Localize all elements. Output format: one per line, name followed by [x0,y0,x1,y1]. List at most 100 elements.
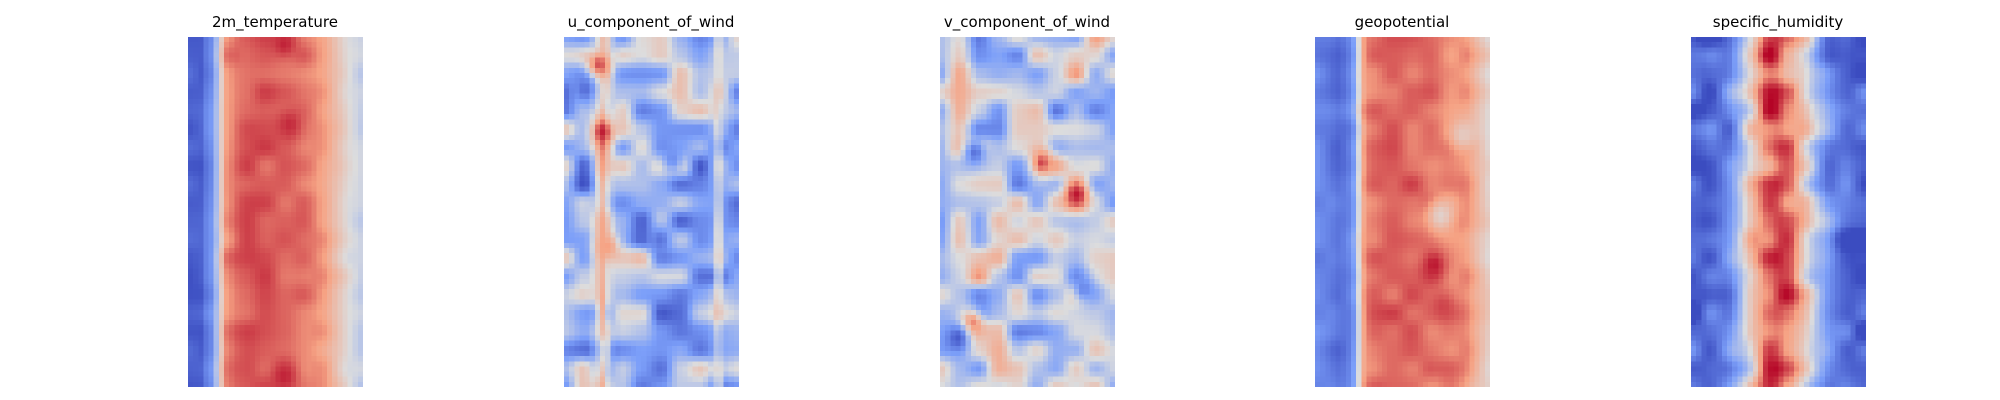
heatmap-cell [723,196,730,203]
heatmap-cell [270,119,276,125]
heatmap-cell [692,356,699,362]
heatmap-cell [677,206,683,213]
heatmap-cell [244,88,251,95]
heatmap-cell [651,62,658,69]
heatmap-cell [249,222,256,228]
heatmap-cell [316,325,323,331]
heatmap-cell [600,227,606,233]
heatmap-cell [285,366,292,372]
heatmap-cell [708,47,714,53]
heatmap-cell [234,237,240,244]
heatmap-cell [352,356,359,362]
heatmap-cell [981,37,987,43]
heatmap-cell [280,294,287,300]
heatmap-cell [610,139,616,146]
heatmap-cell [692,175,699,182]
heatmap-cell [584,309,591,316]
heatmap-cell [1104,52,1111,58]
heatmap-cell [249,73,256,79]
heatmap-cell [260,361,266,367]
heatmap-cell [605,232,611,239]
heatmap-cell [651,350,658,357]
heatmap-cell [708,186,714,192]
heatmap-cell [718,62,724,69]
heatmap-cell [718,52,724,58]
heatmap-cell [615,320,622,326]
heatmap-cell [620,263,627,270]
heatmap-cell [708,284,714,290]
heatmap-cell [666,129,673,136]
heatmap-cell [1104,37,1111,43]
heatmap-cell [239,134,246,141]
heatmap-cell [682,139,688,146]
heatmap-cell [718,217,724,223]
heatmap-cell [584,314,591,321]
heatmap-cell [702,201,709,208]
heatmap-cell [224,232,230,239]
heatmap-cell [661,248,668,254]
heatmap-cell [208,37,215,43]
heatmap-cell [244,186,251,192]
heatmap-cell [630,78,637,84]
heatmap-cell [326,62,333,69]
heatmap-cell [301,67,307,74]
heatmap-cell [198,381,204,387]
heatmap-cell [229,320,235,326]
heatmap-cell [615,155,622,161]
heatmap-cell [296,78,302,84]
heatmap-cell [579,325,585,331]
heatmap-cell [244,47,251,53]
heatmap-cell [275,165,282,172]
heatmap-cell [280,206,287,213]
heatmap-cell [234,88,240,95]
heatmap-cell [589,222,596,228]
heatmap-cell [945,83,951,89]
heatmap-cell [569,201,575,208]
heatmap-cell [697,222,704,228]
heatmap-cell [321,232,328,239]
heatmap-cell [615,206,622,213]
heatmap-cell [1001,62,1008,69]
heatmap-cell [666,160,673,167]
heatmap-cell [630,376,637,383]
heatmap-cell [203,155,209,161]
heatmap-cell [625,170,632,177]
heatmap-cell [564,88,570,95]
heatmap-cell [198,227,204,233]
heatmap-cell [265,165,271,172]
heatmap-cell [672,139,678,146]
heatmap-cell [332,181,338,187]
heatmap-cell [265,345,271,352]
heatmap-cell [301,42,307,48]
heatmap-cell [574,366,580,372]
heatmap-cell [692,381,699,387]
heatmap-cell [610,350,616,357]
heatmap-cell [728,62,735,69]
heatmap-cell [347,93,354,100]
heatmap-cell [574,196,580,203]
heatmap-cell [342,314,348,321]
heatmap-cell [347,150,354,156]
heatmap-cell [213,248,220,254]
heatmap-cell [260,371,266,378]
heatmap-cell [569,258,575,264]
heatmap-cell [584,170,591,177]
heatmap-cell [713,124,719,131]
heatmap-cell [981,67,987,74]
heatmap-cell [682,217,688,223]
heatmap-cell [610,325,616,331]
heatmap-cell [1058,67,1064,74]
heatmap-cell [316,278,323,285]
heatmap-cell [275,248,282,254]
heatmap-cell [296,160,302,167]
heatmap-cell [296,232,302,239]
heatmap-cell [213,196,220,203]
heatmap-cell [342,196,348,203]
heatmap-cell [280,284,287,290]
heatmap-cell [203,119,209,125]
heatmap-cell [651,170,658,177]
heatmap-cell [280,350,287,357]
heatmap-cell [955,83,961,89]
heatmap-cell [692,124,699,131]
heatmap-cell [615,299,622,306]
